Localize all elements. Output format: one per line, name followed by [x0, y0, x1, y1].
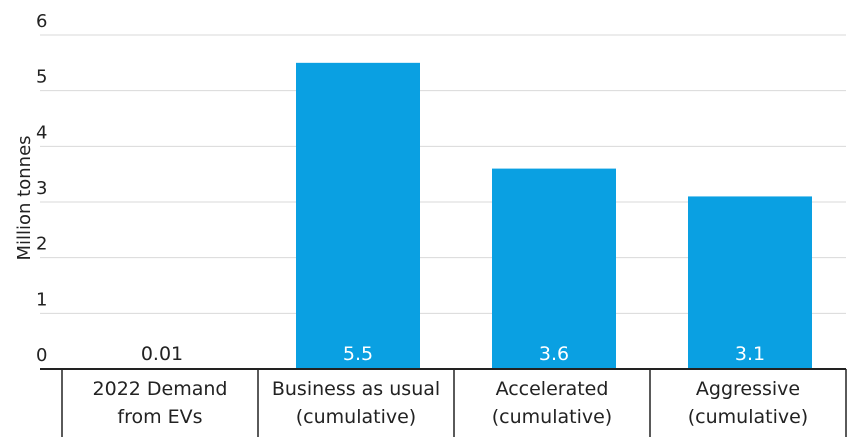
- x-tick-label: (cumulative): [492, 406, 612, 428]
- bar: [296, 62, 420, 369]
- x-tick-label: (cumulative): [688, 406, 808, 428]
- y-tick-label: 4: [36, 122, 47, 143]
- bar-value-label: 3.6: [539, 343, 569, 365]
- bar-value-label: 3.1: [735, 343, 765, 365]
- y-tick-label: 3: [36, 178, 47, 199]
- y-tick-label: 5: [36, 67, 47, 88]
- y-tick-label: 1: [36, 289, 47, 310]
- y-axis-label: Million tonnes: [14, 135, 35, 260]
- y-tick-label: 2: [36, 234, 47, 255]
- bar: [492, 168, 616, 369]
- y-axis-ticks: 0 1 2 3 4 5 6: [36, 11, 47, 366]
- y-tick-label: 6: [36, 11, 47, 32]
- bar-value-label: 0.01: [141, 343, 183, 365]
- x-tick-label: from EVs: [117, 406, 202, 428]
- x-axis: 2022 Demand from EVs Business as usual (cum…: [40, 368, 847, 437]
- x-tick-label: Business as usual: [272, 378, 440, 400]
- y-tick-label: 0: [36, 345, 47, 366]
- bar-value-label: 5.5: [343, 343, 373, 365]
- bar: [688, 196, 812, 369]
- x-tick-label: (cumulative): [296, 406, 416, 428]
- x-tick-label: Aggressive: [696, 378, 800, 400]
- data-labels: 0.01 5.5 3.6 3.1: [141, 343, 765, 365]
- x-tick-label: Accelerated: [496, 378, 609, 400]
- bars: [100, 62, 812, 369]
- x-tick-label: 2022 Demand: [93, 378, 228, 400]
